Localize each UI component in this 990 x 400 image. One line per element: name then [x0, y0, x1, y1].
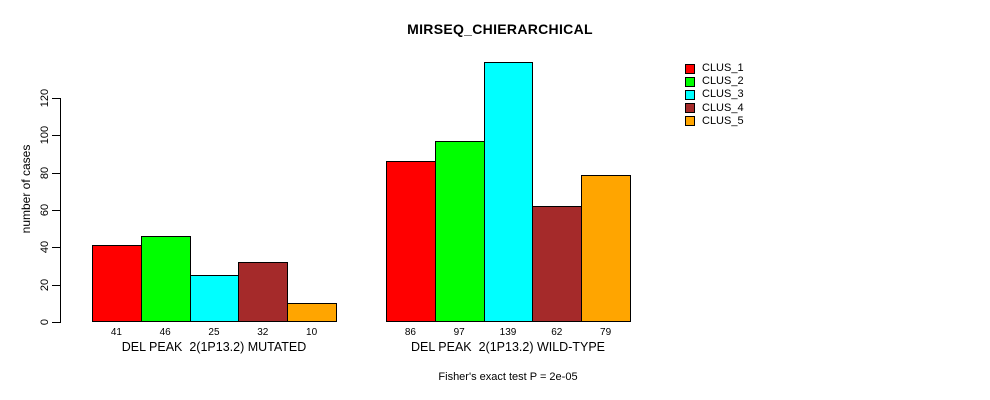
legend-label: CLUS_5	[702, 114, 744, 127]
y-axis-tick	[52, 209, 60, 211]
bar-clus_2-group2	[434, 140, 485, 322]
group-label: DEL PEAK 2(1P13.2) WILD-TYPE	[410, 340, 606, 354]
y-axis-tick-label: 20	[39, 278, 51, 291]
legend-item: CLUS_4	[685, 101, 744, 114]
legend-item: CLUS_1	[685, 63, 744, 74]
legend-label: CLUS_2	[702, 75, 744, 88]
bar-clus_5-group2	[581, 174, 631, 322]
y-axis-tick	[52, 284, 60, 286]
y-axis-label: number of cases	[19, 144, 33, 234]
bar-value-label: 25	[208, 327, 220, 338]
bar-value-label: 86	[404, 327, 416, 338]
y-axis-tick-label: 80	[39, 166, 51, 179]
y-axis-tick-label: 40	[39, 241, 51, 254]
legend-swatch-clus_3	[685, 89, 695, 100]
y-axis-tick	[52, 135, 60, 137]
legend-label: CLUS_1	[702, 62, 744, 74]
bar-value-label: 79	[600, 327, 612, 338]
y-axis-tick-label: 0	[39, 318, 51, 326]
y-axis-tick	[52, 322, 60, 323]
group-label: DEL PEAK 2(1P13.2) MUTATED	[121, 340, 307, 354]
legend-swatch-clus_2	[685, 76, 695, 87]
bar-value-label: 41	[110, 327, 122, 338]
y-axis-tick	[52, 172, 60, 174]
y-axis-tick	[52, 97, 60, 99]
legend-swatch-clus_4	[685, 103, 695, 114]
bar-clus_3-group2	[483, 62, 534, 322]
bar-clus_2-group1	[140, 236, 191, 322]
bar-clus_1-group1	[92, 245, 142, 322]
y-axis-tick-label: 60	[39, 203, 51, 217]
fisher-test-annotation: Fisher's exact test P = 2e-05	[438, 371, 578, 383]
bar-value-label: 139	[499, 327, 517, 338]
bar-value-label: 46	[159, 327, 171, 338]
legend-item: CLUS_3	[685, 89, 744, 100]
legend-swatch-clus_1	[685, 63, 695, 74]
legend-item: CLUS_5	[685, 114, 744, 127]
legend-item: CLUS_2	[685, 76, 744, 87]
y-axis-tick-label: 120	[39, 88, 51, 108]
bar-clus_4-group2	[532, 206, 583, 322]
bar-clus_5-group1	[287, 303, 337, 322]
bar-value-label: 62	[551, 327, 563, 338]
legend-swatch-clus_5	[685, 116, 695, 127]
legend-label: CLUS_4	[702, 101, 744, 114]
bar-value-label: 32	[257, 327, 269, 338]
chart-title: MIRSEQ_CHIERARCHICAL	[407, 21, 593, 37]
bar-value-label: 10	[306, 327, 318, 338]
bar-clus_1-group2	[386, 161, 436, 322]
bar-clus_3-group1	[189, 275, 240, 322]
bar-clus_4-group1	[238, 262, 289, 322]
y-axis-line	[60, 97, 61, 323]
y-axis-tick	[52, 247, 60, 249]
bar-value-label: 97	[453, 327, 465, 338]
y-axis-tick-label: 100	[39, 126, 51, 145]
legend-label: CLUS_3	[702, 88, 744, 101]
